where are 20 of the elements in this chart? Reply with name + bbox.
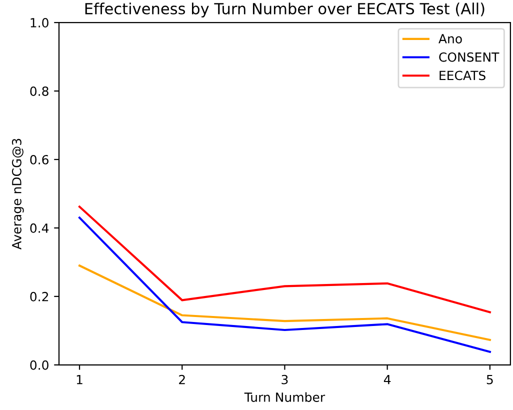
x-tick-label: 5 — [486, 375, 493, 384]
legend-label: EECATS — [440, 70, 486, 80]
y-tick-label: 0.4 — [30, 223, 49, 233]
x-tick-label: 1 — [76, 375, 82, 384]
y-axis-title: Average nDCG@3 — [12, 138, 24, 250]
line-series — [78, 206, 491, 314]
y-tick-label: 0.0 — [30, 360, 48, 370]
x-tick-label: 2 — [179, 374, 185, 384]
y-tick-label: 1.0 — [30, 18, 48, 28]
line-series — [78, 216, 491, 353]
chart-title: Effectiveness by Turn Number over EECATS Test (All) — [85, 2, 484, 18]
y-tick-label: 0.8 — [30, 86, 48, 96]
y-tick-label: 0.6 — [30, 154, 48, 164]
legend-label: CONSENT — [439, 52, 500, 62]
legend-label: Ano — [438, 34, 462, 44]
x-axis-title: Turn Number — [244, 392, 326, 402]
x-tick-label: 4 — [384, 375, 391, 384]
line-series — [78, 264, 491, 341]
y-tick-label: 0.2 — [30, 292, 48, 302]
x-tick-label: 3 — [282, 374, 288, 384]
